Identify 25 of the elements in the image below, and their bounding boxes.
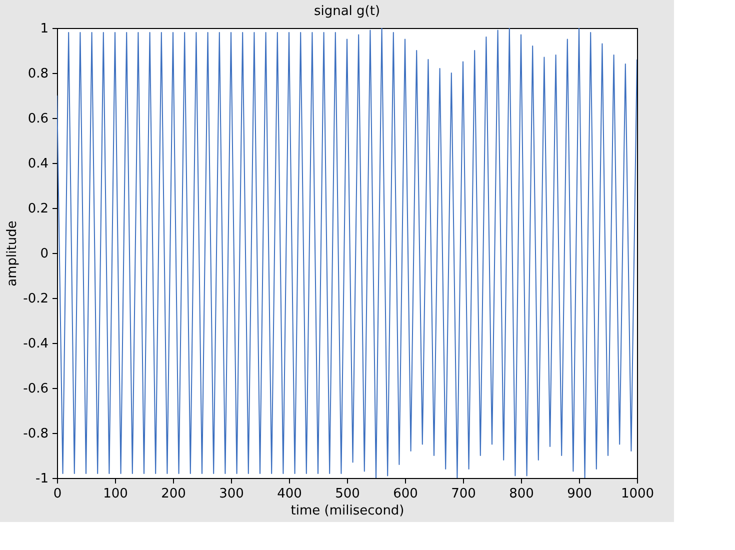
y-tick-label: 1 <box>40 22 48 36</box>
y-tick-label: -0.6 <box>23 382 48 396</box>
chart-title: signal g(t) <box>314 4 380 19</box>
x-tick-label: 0 <box>53 486 62 502</box>
y-tick-label: -0.8 <box>23 426 48 442</box>
y-tick-label: -0.2 <box>23 292 48 306</box>
x-axis-title: time (milisecond) <box>290 504 404 518</box>
y-tick-label: -1 <box>36 472 48 486</box>
y-tick-label: 0 <box>40 246 48 262</box>
x-tick-label: 1000 <box>620 486 654 502</box>
y-axis-title: amplitude <box>5 220 20 286</box>
x-tick-label: 200 <box>161 486 186 502</box>
x-tick-label: 400 <box>277 486 302 502</box>
y-tick-label: -0.4 <box>23 336 48 352</box>
x-tick-label: 800 <box>509 486 534 502</box>
x-tick-label: 500 <box>335 486 360 502</box>
x-tick-label: 300 <box>219 486 244 502</box>
y-tick-label: 0.4 <box>28 156 48 172</box>
x-tick-label: 600 <box>393 486 418 502</box>
y-tick-label: 0.2 <box>28 202 48 216</box>
x-tick-label: 900 <box>567 486 592 502</box>
y-tick-label: 0.6 <box>28 112 48 126</box>
x-tick-label: 700 <box>451 486 476 502</box>
x-tick-label: 100 <box>103 486 128 502</box>
y-tick-label: 0.8 <box>28 66 48 82</box>
